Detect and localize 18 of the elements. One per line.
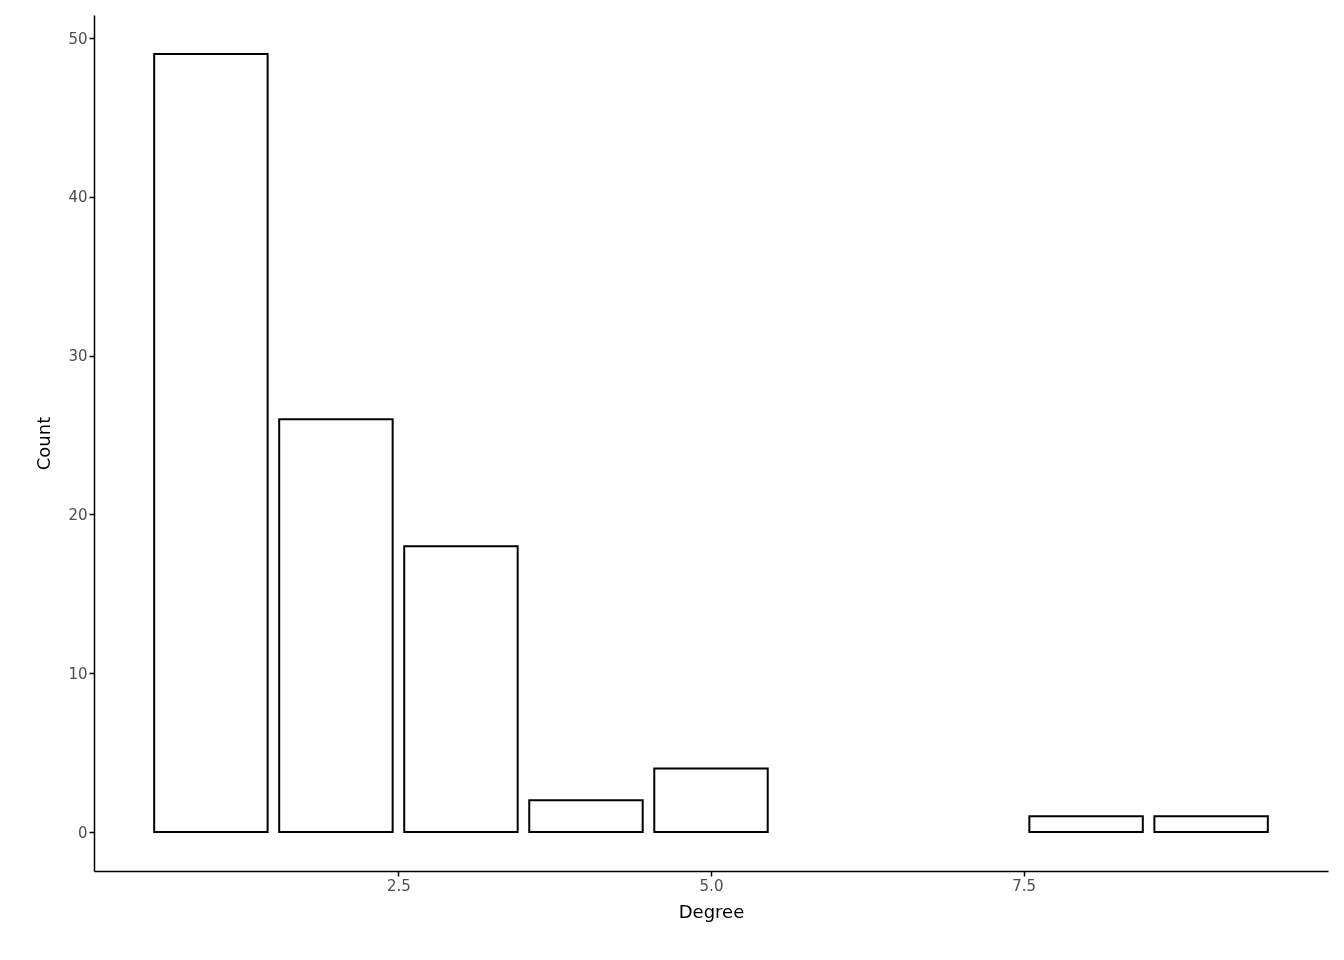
- bar: [153, 52, 269, 834]
- y-tick-label: 0: [77, 823, 88, 842]
- bar: [528, 799, 644, 834]
- x-tick-label: 5.0: [699, 876, 724, 895]
- x-tick-label: 2.5: [387, 876, 411, 895]
- bar: [653, 767, 769, 834]
- x-axis-title: Degree: [678, 900, 745, 922]
- bar: [278, 418, 394, 834]
- y-tick-label: 50: [68, 29, 88, 48]
- bar: [1028, 815, 1144, 834]
- y-tick-label: 10: [68, 664, 88, 683]
- y-axis-title: Count: [33, 416, 55, 471]
- x-tick-label: 7.5: [1012, 876, 1036, 895]
- bar: [403, 545, 519, 834]
- y-tick-label: 20: [68, 505, 88, 524]
- y-tick-label: 30: [68, 347, 88, 366]
- bar: [1153, 815, 1269, 834]
- y-tick-label: 40: [68, 188, 88, 207]
